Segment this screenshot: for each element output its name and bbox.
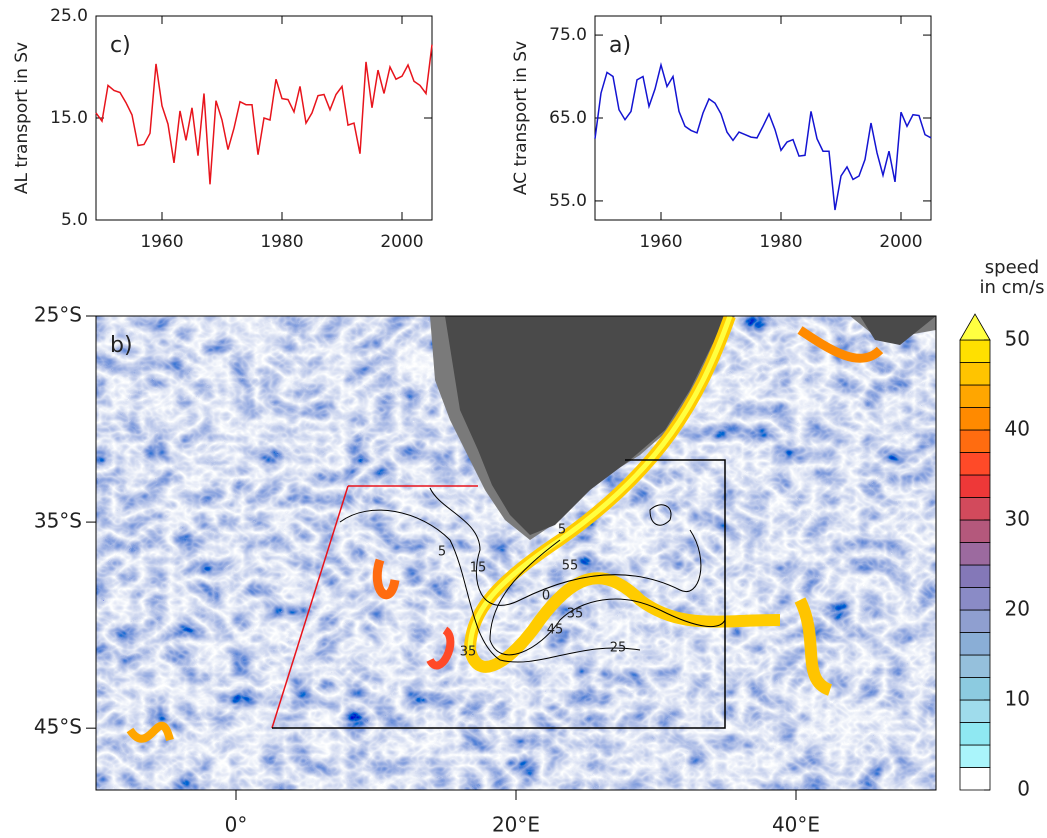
y-tick-label: 35°S <box>34 509 82 533</box>
x-tick-label: 1980 <box>759 232 802 252</box>
x-tick-label: 1960 <box>639 232 682 252</box>
colorbar-band <box>959 609 991 633</box>
y-tick-label: 75.0 <box>549 25 587 45</box>
y-tick-label: 5.0 <box>61 210 88 230</box>
panel-label: c) <box>110 33 131 58</box>
y-axis-label: AL transport in Sv <box>12 42 32 194</box>
y-tick-label: 55.0 <box>549 191 587 211</box>
colorbar-band <box>959 722 991 746</box>
x-tick-label: 2000 <box>879 232 922 252</box>
colorbar-tick-label: 40 <box>1005 417 1030 441</box>
colorbar-tick-label: 30 <box>1005 507 1030 531</box>
colorbar-band <box>959 632 991 656</box>
colorbar-band <box>959 767 991 791</box>
contour-label: 5 <box>558 523 566 538</box>
x-tick-label: 20°E <box>492 813 540 837</box>
series-line <box>594 61 932 211</box>
x-tick-label: 1960 <box>140 232 183 252</box>
contour-label: 15 <box>470 561 487 576</box>
x-tick-label: 0° <box>225 813 248 837</box>
y-tick-label: 45°S <box>34 715 82 739</box>
colorbar-band <box>959 452 991 476</box>
x-tick-label: 1980 <box>260 232 303 252</box>
contour-label: 55 <box>562 559 579 574</box>
colorbar-band <box>959 542 991 566</box>
y-tick-label: 25.0 <box>50 6 88 26</box>
colorbar-band <box>959 744 991 768</box>
colorbar-band <box>959 699 991 723</box>
colorbar-band <box>959 587 991 611</box>
x-tick-label: 2000 <box>380 232 423 252</box>
colorbar-tick-label: 0 <box>1017 777 1030 801</box>
colorbar-band <box>959 339 991 363</box>
contour-label: 25 <box>610 641 627 656</box>
series-line <box>95 44 433 185</box>
colorbar-band <box>959 362 991 386</box>
plot-frame <box>594 15 932 221</box>
colorbar-title: speed <box>985 257 1039 278</box>
panel-label: a) <box>609 33 631 58</box>
colorbar-band <box>959 519 991 543</box>
colorbar-band <box>959 654 991 678</box>
y-tick-label: 65.0 <box>549 108 587 128</box>
colorbar-tick-label: 50 <box>1005 327 1030 351</box>
colorbar-band <box>959 429 991 453</box>
colorbar-tick-label: 20 <box>1005 597 1030 621</box>
contour-label: 45 <box>547 623 564 638</box>
y-tick-label: 15.0 <box>50 108 88 128</box>
panel-label: b) <box>110 333 133 358</box>
colorbar-band <box>959 474 991 498</box>
colorbar-band <box>959 677 991 701</box>
colorbar-band <box>959 564 991 588</box>
colorbar-title: in cm/s <box>979 277 1044 298</box>
x-tick-label: 40°E <box>772 813 820 837</box>
contour-label: 5 <box>438 545 446 560</box>
colorbar-extend <box>959 313 991 341</box>
colorbar-band <box>959 407 991 431</box>
map-field <box>96 316 936 790</box>
y-axis-label: AC transport in Sv <box>511 41 531 195</box>
contour-label: 35 <box>460 645 477 660</box>
contour-label: 0 <box>542 589 550 604</box>
contour-label: 35 <box>567 607 584 622</box>
y-tick-label: 25°S <box>34 303 82 327</box>
colorbar-band <box>959 497 991 521</box>
colorbar-band <box>959 384 991 408</box>
colorbar-tick-label: 10 <box>1005 687 1030 711</box>
